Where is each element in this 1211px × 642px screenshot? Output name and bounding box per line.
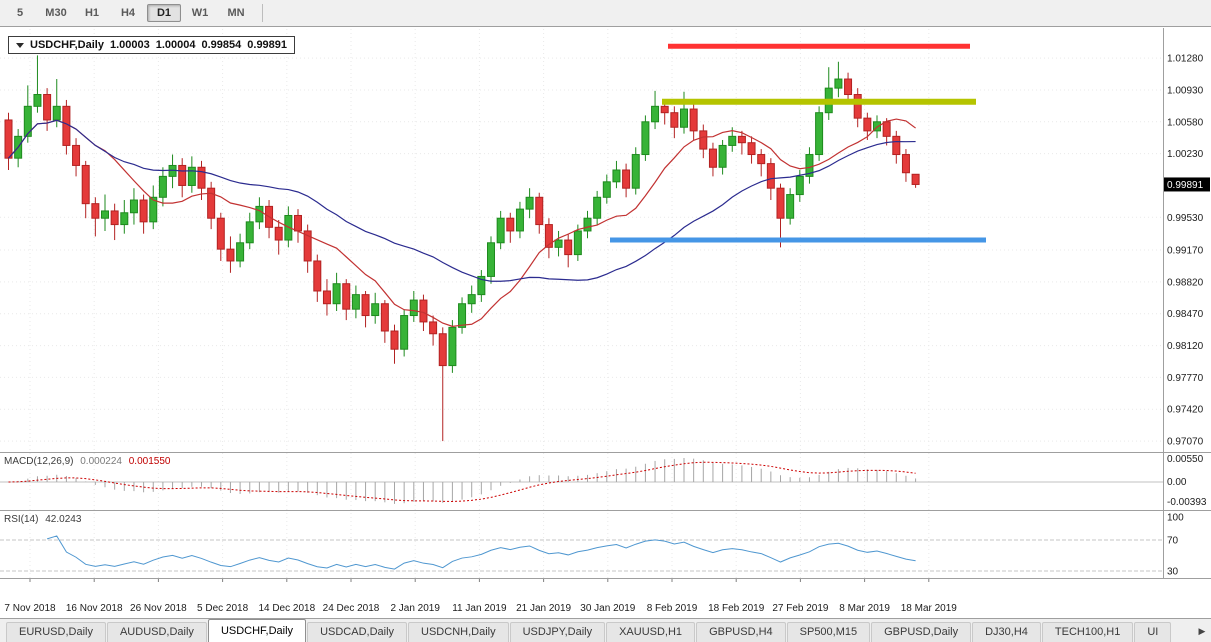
svg-text:30 Jan 2019: 30 Jan 2019 <box>580 603 635 614</box>
current-price-value: 0.99891 <box>1167 180 1204 191</box>
rsi-indicator-label: RSI(14) 42.0243 <box>4 514 81 525</box>
svg-text:0.97420: 0.97420 <box>1167 405 1204 416</box>
chart-tab-gbpusd-daily[interactable]: GBPUSD,Daily <box>871 622 972 642</box>
chart-tab-usdcad-daily[interactable]: USDCAD,Daily <box>307 622 408 642</box>
svg-text:24 Dec 2018: 24 Dec 2018 <box>323 603 380 614</box>
time-axis-labels: 7 Nov 2018 16 Nov 2018 26 Nov 2018 5 Dec 20… <box>4 579 957 614</box>
chart-canvas[interactable]: 1.01280 1.00930 1.00580 1.00230 0.99530 0.991… <box>0 28 1211 618</box>
svg-text:5 Dec 2018: 5 Dec 2018 <box>197 603 249 614</box>
ma-fast-line <box>8 118 916 327</box>
svg-text:1.00580: 1.00580 <box>1167 117 1204 128</box>
chart-tab-ui[interactable]: UI <box>1134 622 1172 642</box>
ohlc-open-value: 1.00003 <box>109 39 150 51</box>
rsi-value: 42.0243 <box>45 514 82 525</box>
rsi-line <box>46 535 916 570</box>
rsi-name: RSI(14) <box>4 514 39 525</box>
ohlc-high-value: 1.00004 <box>155 39 196 51</box>
chart-tab-xauusd-h1[interactable]: XAUUSD,H1 <box>606 622 696 642</box>
svg-text:14 Dec 2018: 14 Dec 2018 <box>258 603 315 614</box>
symbol-dropdown-icon[interactable] <box>16 42 24 48</box>
chart-tab-usdcnh-daily[interactable]: USDCNH,Daily <box>408 622 509 642</box>
timeframe-button-mn[interactable]: MN <box>227 7 245 19</box>
chart-background <box>0 28 1211 618</box>
timeframe-button-w1[interactable]: W1 <box>191 7 209 19</box>
svg-text:8 Mar 2019: 8 Mar 2019 <box>839 603 890 614</box>
svg-text:1.01280: 1.01280 <box>1167 54 1204 65</box>
timeframe-toolbar: 5 M30 H1 H4 D1 W1 MN <box>0 0 1211 27</box>
svg-text:0.99530: 0.99530 <box>1167 213 1204 224</box>
svg-text:26 Nov 2018: 26 Nov 2018 <box>130 603 187 614</box>
svg-text:16 Nov 2018: 16 Nov 2018 <box>66 603 123 614</box>
svg-text:0.98820: 0.98820 <box>1167 277 1204 288</box>
macd-name: MACD(12,26,9) <box>4 456 74 467</box>
ohlc-low-value: 0.99854 <box>201 39 242 51</box>
timeframe-button-m30[interactable]: M30 <box>45 7 67 19</box>
chart-tab-audusd-daily[interactable]: AUDUSD,Daily <box>106 622 207 642</box>
ohlc-close-value: 0.99891 <box>247 39 288 51</box>
timeframe-button-h4[interactable]: H4 <box>120 7 136 19</box>
svg-text:2 Jan 2019: 2 Jan 2019 <box>390 603 440 614</box>
macd-axis-label: 0.00550 <box>1167 454 1204 465</box>
chart-tab-sp500-m15[interactable]: SP500,M15 <box>786 622 871 642</box>
macd-signal-line <box>8 461 916 502</box>
chart-tab-tech100-h1[interactable]: TECH100,H1 <box>1041 622 1134 642</box>
timeframe-button-d1[interactable]: D1 <box>147 4 181 22</box>
svg-text:27 Feb 2019: 27 Feb 2019 <box>772 603 829 614</box>
current-price-badge <box>1164 177 1210 192</box>
chart-tab-eurusd-daily[interactable]: EURUSD,Daily <box>6 622 106 642</box>
rsi-axis-label: 100 <box>1167 513 1184 524</box>
price-axis-labels: 1.01280 1.00930 1.00580 1.00230 0.99530 0.991… <box>1167 54 1207 578</box>
svg-text:11 Jan 2019: 11 Jan 2019 <box>452 603 507 614</box>
svg-text:21 Jan 2019: 21 Jan 2019 <box>516 603 571 614</box>
svg-text:0.98120: 0.98120 <box>1167 341 1204 352</box>
chart-tab-gbpusd-h4[interactable]: GBPUSD,H4 <box>696 622 786 642</box>
timeframe-button-h1[interactable]: H1 <box>84 7 100 19</box>
macd-main-value: 0.000224 <box>80 456 122 467</box>
chart-tab-dj30-h4[interactable]: DJ30,H4 <box>972 622 1041 642</box>
svg-text:7 Nov 2018: 7 Nov 2018 <box>4 603 56 614</box>
toolbar-separator <box>262 4 263 22</box>
macd-axis-label: 0.00 <box>1167 477 1187 488</box>
svg-text:0.99170: 0.99170 <box>1167 246 1204 257</box>
svg-text:18 Mar 2019: 18 Mar 2019 <box>901 603 958 614</box>
svg-text:8 Feb 2019: 8 Feb 2019 <box>647 603 698 614</box>
macd-histogram <box>17 458 917 504</box>
candles-series <box>4 55 920 442</box>
chart-tab-usdjpy-daily[interactable]: USDJPY,Daily <box>509 622 606 642</box>
tabs-scroll-right-button[interactable]: ▶ <box>1198 626 1206 636</box>
chart-title-box: USDCHF,Daily 1.00003 1.00004 0.99854 0.9… <box>8 36 296 54</box>
macd-indicator-label: MACD(12,26,9) 0.000224 0.001550 <box>4 456 170 467</box>
macd-axis-label: -0.00393 <box>1167 497 1207 508</box>
svg-text:0.98470: 0.98470 <box>1167 309 1204 320</box>
macd-signal-value: 0.001550 <box>128 456 171 467</box>
rsi-axis-label: 30 <box>1167 567 1179 578</box>
ma-slow-line <box>8 119 916 282</box>
chart-tabs-bar: EURUSD,Daily AUDUSD,Daily USDCHF,Daily USDC… <box>0 618 1211 642</box>
svg-text:0.97770: 0.97770 <box>1167 373 1204 384</box>
rsi-axis-label: 70 <box>1167 536 1179 547</box>
chart-symbol-label: USDCHF,Daily <box>30 39 104 51</box>
svg-text:0.97070: 0.97070 <box>1167 437 1204 448</box>
svg-text:1.00930: 1.00930 <box>1167 85 1204 96</box>
svg-text:18 Feb 2019: 18 Feb 2019 <box>708 603 765 614</box>
svg-text:1.00230: 1.00230 <box>1167 149 1204 160</box>
chart-tab-usdchf-daily[interactable]: USDCHF,Daily <box>207 619 307 642</box>
timeframe-button-5[interactable]: 5 <box>16 7 24 19</box>
